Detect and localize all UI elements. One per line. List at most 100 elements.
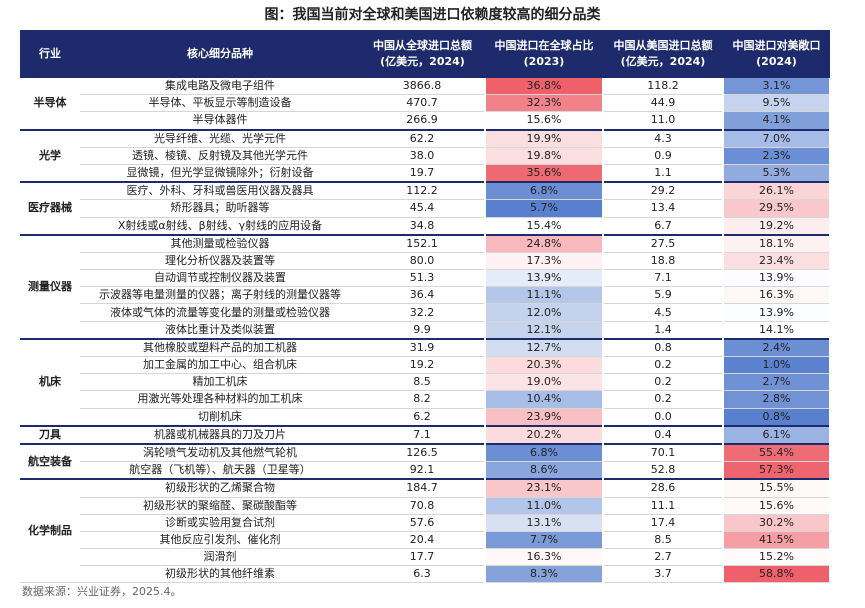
heat-cell: 17.3% [484, 252, 604, 271]
value-cell: 19.2 [360, 356, 485, 375]
header-cell: 核心细分品种 [80, 30, 360, 78]
heat-cell: 5.7% [484, 199, 604, 218]
heat-cell: 55.4% [722, 442, 831, 463]
value-cell: 8.2 [360, 390, 485, 409]
item-cell: 液体或气体的流量等变化量的测量或检验仪器 [80, 303, 360, 322]
header-line: (亿美元，2024) [620, 55, 706, 68]
header-cell: 中国进口在全球占比 (2023) [485, 30, 603, 78]
value-cell: 34.8 [360, 217, 485, 236]
item-cell: 透镜、棱镜、反射镜及其他光学元件 [80, 147, 360, 165]
value-cell: 152.1 [360, 233, 485, 253]
header-line: 中国从全球进口总额 [373, 39, 472, 52]
value-cell: 0.2 [603, 390, 723, 409]
heat-cell: 13.9% [722, 269, 831, 288]
item-cell: 诊断或实验用复合试剂 [80, 514, 360, 532]
table-row: 自动调节或控制仪器及装置 51.3 13.9% 7.1 13.9% [20, 269, 831, 288]
table-row: 医疗器械 医疗、外科、牙科或兽医用仪器及器具 112.2 6.8% 29.2 26.1% [20, 181, 831, 236]
heat-cell: 6.1% [722, 424, 831, 445]
value-cell: 57.6 [360, 514, 485, 532]
table-row: 透镜、棱镜、反射镜及其他光学元件 38.0 19.8% 0.9 2.3% [20, 147, 831, 165]
heat-cell: 2.3% [722, 147, 831, 165]
value-cell: 18.8 [603, 252, 723, 271]
value-cell: 28.6 [603, 478, 723, 498]
value-cell: 5.9 [603, 286, 723, 305]
value-cell: 0.4 [603, 424, 723, 445]
table-row: 理化分析仪器及装置等 80.0 17.3% 18.8 23.4% [20, 252, 831, 271]
table-row: 测量仪器 其他测量或检验仪器 152.1 24.8% 27.5 18.1% [20, 233, 831, 340]
item-cell: 涡轮喷气发动机及其他燃气轮机 [80, 442, 360, 463]
header-cell: 中国从全球进口总额 (亿美元，2024) [360, 30, 485, 78]
item-cell: X射线或α射线、β射线、γ射线的应用设备 [80, 217, 360, 236]
item-cell: 半导体、平板显示等制造设备 [80, 94, 360, 113]
value-cell: 29.2 [603, 181, 723, 201]
heat-cell: 57.3% [722, 461, 831, 480]
item-cell: 初级形状的乙烯聚合物 [80, 478, 360, 498]
table-row: 显微镜，但光学显微镜除外；衍射设备 19.7 35.6% 1.1 5.3% [20, 164, 831, 183]
heat-cell: 9.5% [722, 94, 831, 113]
value-cell: 1.4 [603, 321, 723, 340]
value-cell: 51.3 [360, 269, 485, 288]
value-cell: 70.1 [603, 442, 723, 463]
item-cell: 航空器（飞机等）、航天器（卫星等） [80, 461, 360, 480]
header-line: 行业 [39, 47, 61, 60]
value-cell: 0.2 [603, 356, 723, 375]
item-cell: 半导体器件 [80, 111, 360, 131]
heat-cell: 29.5% [722, 199, 831, 218]
heat-cell: 14.1% [722, 321, 831, 340]
heat-cell: 26.1% [722, 181, 831, 201]
value-cell: 184.7 [360, 478, 485, 498]
heat-cell: 16.3% [722, 286, 831, 305]
header-cell: 中国从美国进口总额 (亿美元，2024) [603, 30, 723, 78]
item-cell: 精加工机床 [80, 373, 360, 392]
table-row: 初级形状的聚缩醛、聚碳酸酯等 70.8 11.0% 11.1 15.6% [20, 497, 831, 515]
item-cell: 显微镜，但光学显微镜除外；衍射设备 [80, 164, 360, 183]
header-cell: 中国进口对美敞口 (2024) [723, 30, 830, 78]
value-cell: 3.7 [603, 565, 723, 584]
heat-cell: 6.8% [484, 442, 604, 463]
heat-cell: 32.3% [484, 94, 604, 113]
table-row: 初级形状的其他纤维素 6.3 8.3% 3.7 58.8% [20, 565, 831, 584]
value-cell: 11.0 [603, 111, 723, 131]
table-row: 诊断或实验用复合试剂 57.6 13.1% 17.4 30.2% [20, 514, 831, 532]
value-cell: 0.2 [603, 373, 723, 392]
heat-cell: 11.0% [484, 497, 604, 515]
value-cell: 0.9 [603, 147, 723, 165]
table-row: 航空装备 涡轮喷气发动机及其他燃气轮机 126.5 6.8% 70.1 55.4% [20, 442, 831, 480]
heat-cell: 8.6% [484, 461, 604, 480]
item-cell: 自动调节或控制仪器及装置 [80, 269, 360, 288]
source-note: 数据来源：兴业证券，2025.4。 [22, 585, 182, 598]
table-row: 半导体 集成电路及微电子组件 3866.8 36.8% 118.2 3.1% [20, 78, 831, 131]
value-cell: 9.9 [360, 321, 485, 340]
value-cell: 3866.8 [360, 78, 485, 96]
heat-cell: 12.1% [484, 321, 604, 340]
data-table: 行业 核心细分品种 中国从全球进口总额 (亿美元，2024) 中国进口在全球占比 (202… [20, 30, 831, 584]
header-line: 中国从美国进口总额 [613, 39, 713, 52]
heat-cell: 10.4% [484, 390, 604, 409]
industry-cell: 光学 [20, 128, 80, 183]
heat-cell: 2.4% [722, 337, 831, 357]
heat-cell: 23.4% [722, 252, 831, 271]
value-cell: 7.1 [603, 269, 723, 288]
value-cell: 92.1 [360, 461, 485, 480]
heat-cell: 2.8% [722, 390, 831, 409]
value-cell: 4.3 [603, 128, 723, 148]
industry-cell: 化学制品 [20, 478, 80, 584]
value-cell: 8.5 [360, 373, 485, 392]
heat-cell: 2.7% [722, 373, 831, 392]
heat-cell: 12.0% [484, 303, 604, 322]
heat-cell: 24.8% [484, 233, 604, 253]
heat-cell: 15.2% [722, 548, 831, 567]
header-line: (2024) [756, 55, 797, 68]
item-cell: 机器或机械器具的刀及刀片 [80, 424, 360, 445]
item-cell: 医疗、外科、牙科或兽医用仪器及器具 [80, 181, 360, 201]
header-line: 核心细分品种 [187, 47, 253, 60]
table-row: 矫形器具；助听器等 45.4 5.7% 13.4 29.5% [20, 199, 831, 218]
value-cell: 52.8 [603, 461, 723, 480]
value-cell: 7.1 [360, 424, 485, 445]
item-cell: 集成电路及微电子组件 [80, 78, 360, 96]
value-cell: 20.4 [360, 531, 485, 550]
heat-cell: 20.2% [484, 424, 604, 445]
item-cell: 示波器等电量测量的仪器；离子射线的测量仪器等 [80, 286, 360, 305]
heat-cell: 12.7% [484, 337, 604, 357]
